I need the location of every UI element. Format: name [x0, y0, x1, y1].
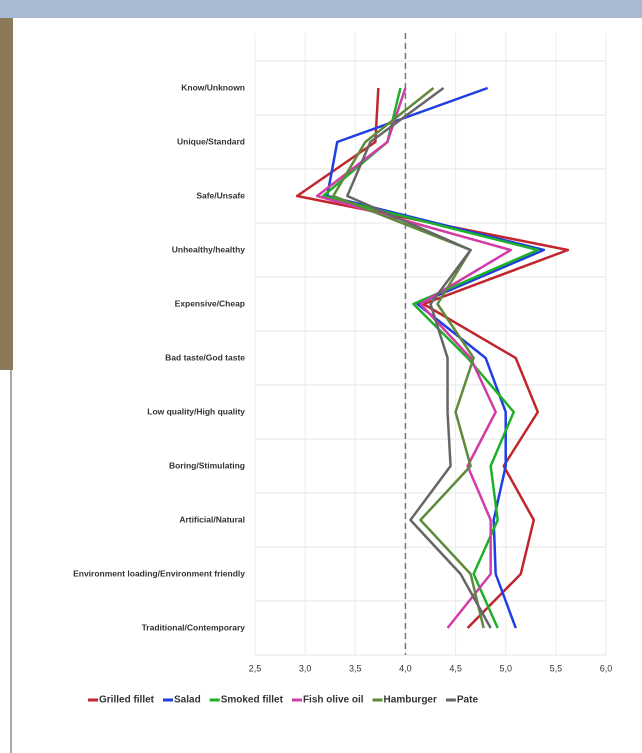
legend-label: Fish olive oil: [303, 695, 364, 706]
category-label: Unique/Standard: [45, 137, 245, 148]
x-tick-label: 2,5: [249, 663, 262, 673]
legend-label: Salad: [174, 695, 201, 706]
category-label: Bad taste/God taste: [45, 353, 245, 364]
photo-strip: [0, 18, 13, 370]
chart: 2,5 3,0 3,5 4,0 4,5 5,0 5,5 6,0 Grilled fillet Sa…: [0, 0, 642, 753]
x-tick-label: 5,0: [499, 663, 512, 673]
legend-label: Smoked fillet: [221, 695, 284, 706]
x-tick-label: 3,0: [299, 663, 312, 673]
page: 2,5 3,0 3,5 4,0 4,5 5,0 5,5 6,0 Grilled fillet Sa…: [0, 0, 642, 753]
category-label: Safe/Unsafe: [45, 191, 245, 202]
category-label: Traditional/Contemporary: [45, 623, 245, 634]
category-label: Low quality/High quality: [45, 407, 245, 418]
category-label: Environment loading/Environment friendly: [45, 569, 245, 580]
x-tick-label: 4,5: [449, 663, 462, 673]
x-tick-label: 5,5: [550, 663, 563, 673]
category-label: Unhealthy/healthy: [45, 245, 245, 256]
top-band: [0, 0, 642, 18]
category-label: Expensive/Cheap: [45, 299, 245, 310]
category-label: Artificial/Natural: [45, 515, 245, 526]
x-tick-label: 6,0: [600, 663, 613, 673]
legend-label: Hamburger: [384, 695, 437, 706]
x-tick-label: 3,5: [349, 663, 362, 673]
category-label: Boring/Stimulating: [45, 461, 245, 472]
legend-label: Grilled fillet: [99, 695, 155, 706]
x-tick-label: 4,0: [399, 663, 412, 673]
category-label: Know/Unknown: [45, 83, 245, 94]
legend-label: Pate: [457, 695, 479, 706]
